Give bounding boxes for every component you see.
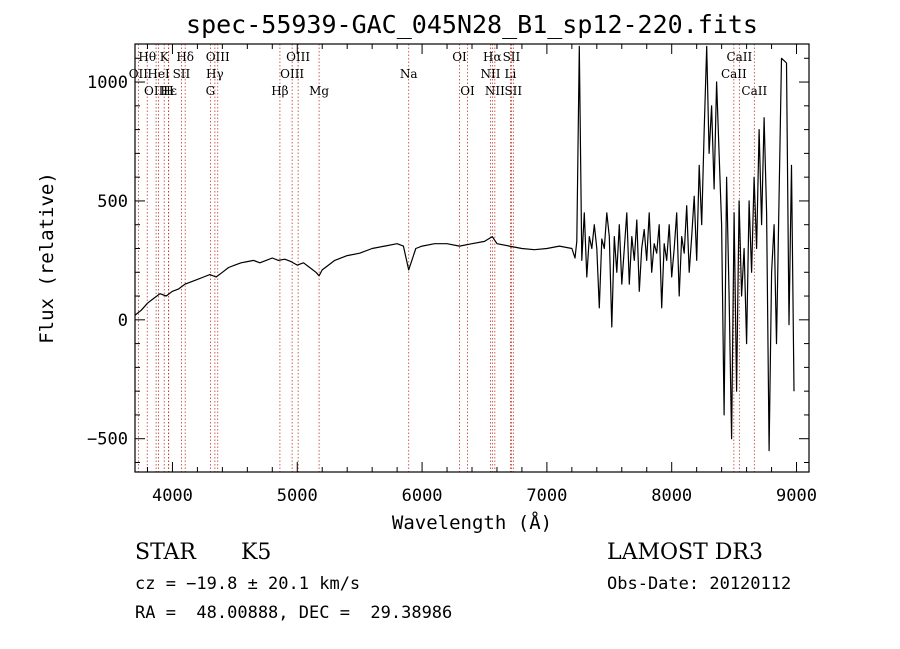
- x-tick-label: 8000: [651, 486, 692, 506]
- emission-line-label: G: [206, 84, 216, 98]
- survey-name: LAMOST DR3: [607, 540, 763, 565]
- emission-line-label: H: [163, 84, 173, 98]
- emission-line-label: Hγ: [206, 67, 224, 81]
- y-axis-ticks: −500 0 500 1000: [87, 57, 809, 463]
- emission-line-label: Hδ: [176, 50, 194, 64]
- x-tick-label: 6000: [402, 486, 443, 506]
- emission-line-label: Mg: [309, 84, 329, 98]
- emission-line-label: OII: [129, 67, 149, 81]
- obs-date: Obs-Date: 20120112: [607, 574, 792, 594]
- x-tick-label: 5000: [277, 486, 318, 506]
- emission-line-markers: [137, 44, 755, 472]
- y-tick-label: −500: [87, 430, 128, 450]
- emission-line-label: Li: [505, 67, 517, 81]
- emission-line-label: NII: [485, 84, 505, 98]
- x-tick-label: 7000: [526, 486, 567, 506]
- y-tick-label: 0: [118, 311, 128, 331]
- emission-line-label: SII: [503, 50, 521, 64]
- emission-line-label: OIII: [144, 84, 168, 98]
- emission-line-label: CaII: [721, 67, 747, 81]
- emission-line-label: Hβ: [271, 84, 288, 98]
- y-tick-label: 1000: [87, 73, 128, 93]
- emission-line-label: CaII: [726, 50, 752, 64]
- emission-line-label: K: [160, 50, 170, 64]
- emission-line-label: OIII: [280, 67, 304, 81]
- emission-line-label: OI: [452, 50, 467, 64]
- emission-line-label: Na: [400, 67, 418, 81]
- redshift-cz: cz = −19.8 ± 20.1 km/s: [135, 574, 361, 594]
- emission-line-label: OIII: [286, 50, 310, 64]
- emission-line-label: CaII: [741, 84, 767, 98]
- y-axis-label: Flux (relative): [36, 172, 58, 344]
- emission-line-label: SII: [504, 84, 522, 98]
- x-axis-ticks: 4000 5000 6000 7000 8000 9000: [146, 44, 817, 506]
- emission-line-label: OIII: [206, 50, 230, 64]
- chart-title: spec-55939-GAC_045N28_B1_sp12-220.fits: [186, 10, 758, 39]
- emission-line-label: OI: [460, 84, 475, 98]
- x-tick-label: 9000: [776, 486, 817, 506]
- emission-line-label: Hε: [160, 84, 177, 98]
- emission-line-label: Hθ: [138, 50, 156, 64]
- ra-dec-coordinates: RA = 48.00888, DEC = 29.38986: [135, 603, 453, 623]
- emission-line-label: Hα: [483, 50, 502, 64]
- y-tick-label: 500: [97, 192, 128, 212]
- x-tick-label: 4000: [152, 486, 193, 506]
- spectrum-line: [134, 45, 795, 452]
- x-axis-label: Wavelength (Å): [392, 511, 552, 534]
- object-class: STAR: [135, 540, 196, 565]
- emission-line-label: SII: [173, 67, 191, 81]
- emission-line-label: NII: [480, 67, 500, 81]
- emission-line-label: HeI: [147, 67, 170, 81]
- subclass: K5: [241, 540, 272, 565]
